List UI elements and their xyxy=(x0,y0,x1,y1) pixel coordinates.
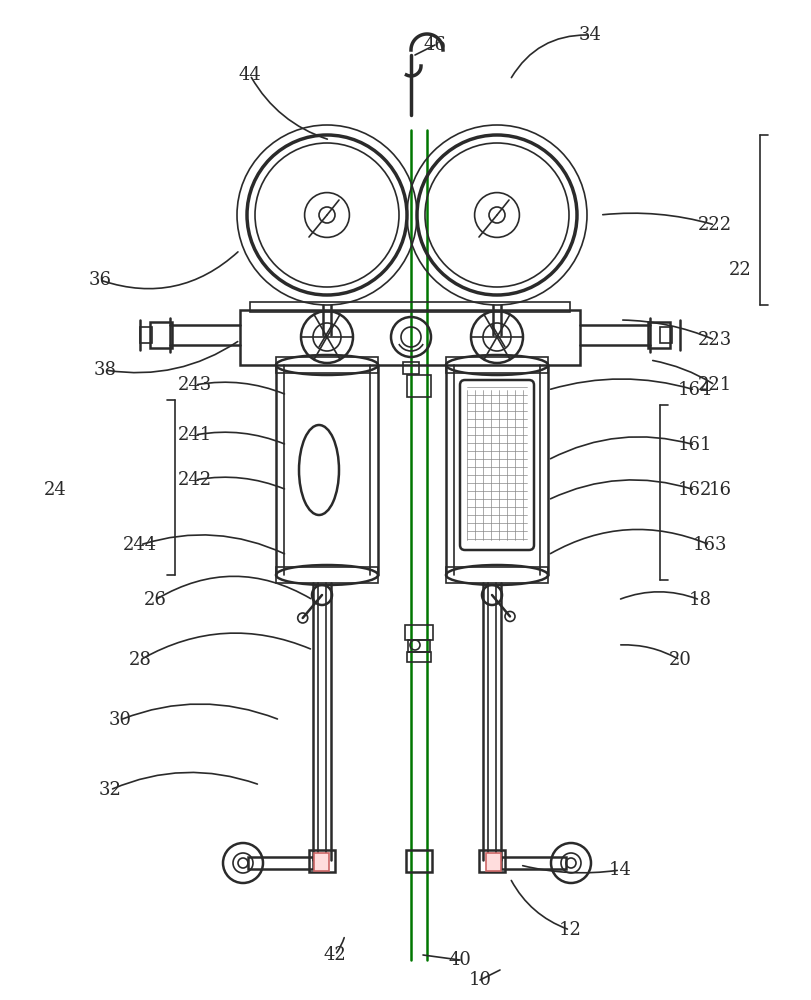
Text: 244: 244 xyxy=(122,536,157,554)
Text: 16: 16 xyxy=(708,481,731,499)
Bar xyxy=(250,302,569,312)
Text: 40: 40 xyxy=(448,951,471,969)
Bar xyxy=(402,362,418,374)
Bar xyxy=(659,327,672,343)
Text: 10: 10 xyxy=(468,971,491,989)
Text: 46: 46 xyxy=(423,36,446,54)
Bar xyxy=(405,625,432,640)
Bar xyxy=(406,652,431,662)
Bar xyxy=(309,850,335,872)
Text: 162: 162 xyxy=(677,481,711,499)
Text: 243: 243 xyxy=(178,376,212,394)
Text: 12: 12 xyxy=(558,921,581,939)
Bar xyxy=(647,322,669,348)
FancyBboxPatch shape xyxy=(460,380,534,550)
Text: 32: 32 xyxy=(98,781,122,799)
Bar xyxy=(276,567,378,583)
Text: 30: 30 xyxy=(109,711,131,729)
Text: 222: 222 xyxy=(697,216,732,234)
Text: 221: 221 xyxy=(697,376,732,394)
Text: 38: 38 xyxy=(93,361,116,379)
Text: 223: 223 xyxy=(697,331,732,349)
Text: 36: 36 xyxy=(88,271,111,289)
Bar xyxy=(314,853,328,871)
Text: 22: 22 xyxy=(727,261,750,279)
Bar xyxy=(406,850,431,872)
Bar xyxy=(500,857,565,869)
Text: 20: 20 xyxy=(667,651,691,669)
Bar xyxy=(445,567,547,583)
Text: 34: 34 xyxy=(578,26,601,44)
Bar xyxy=(406,375,431,397)
Text: 164: 164 xyxy=(677,381,711,399)
Text: 26: 26 xyxy=(144,591,166,609)
Bar xyxy=(139,327,152,343)
Bar xyxy=(445,357,547,373)
Text: 42: 42 xyxy=(324,946,346,964)
Bar xyxy=(276,357,378,373)
Bar xyxy=(486,853,500,871)
Bar xyxy=(247,857,312,869)
Text: 163: 163 xyxy=(692,536,727,554)
Text: 44: 44 xyxy=(238,66,261,84)
Text: 161: 161 xyxy=(677,436,711,454)
Bar xyxy=(150,322,172,348)
Text: 14: 14 xyxy=(607,861,631,879)
Bar xyxy=(407,640,430,652)
Text: 18: 18 xyxy=(688,591,710,609)
Text: 28: 28 xyxy=(128,651,151,669)
Text: 24: 24 xyxy=(44,481,67,499)
Text: 242: 242 xyxy=(178,471,212,489)
Text: 241: 241 xyxy=(178,426,212,444)
Bar xyxy=(478,850,504,872)
Bar xyxy=(240,310,579,365)
